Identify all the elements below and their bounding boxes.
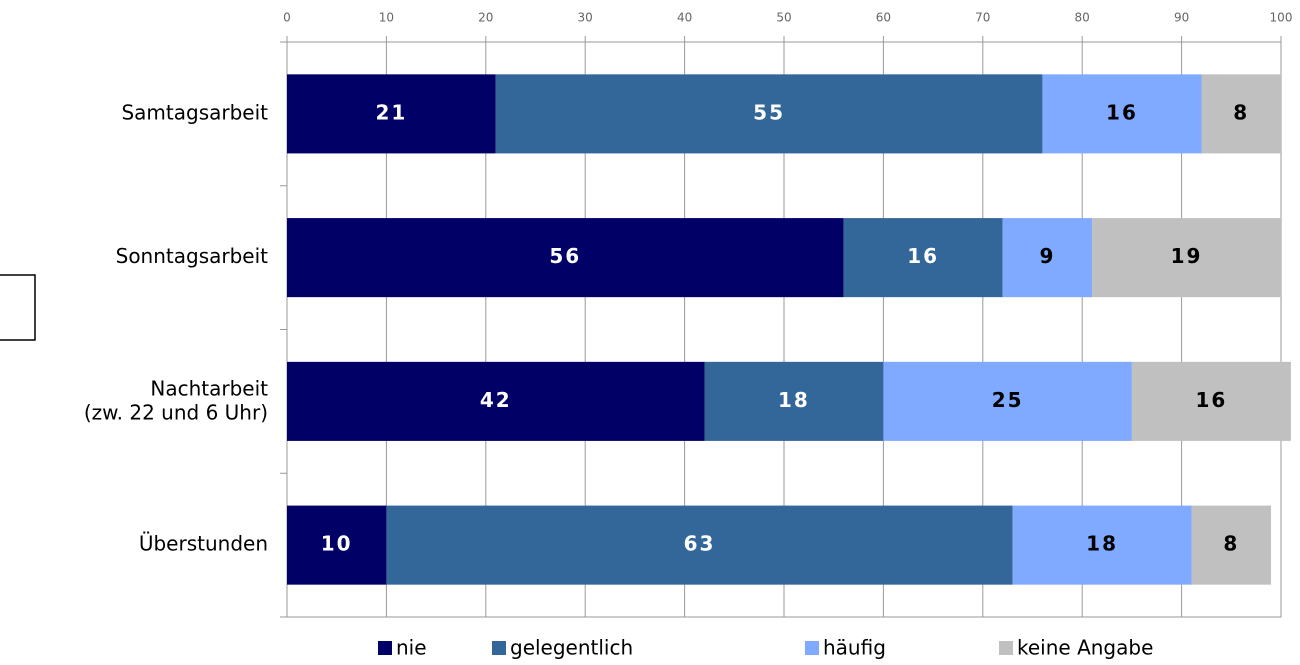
x-tick-label: 30: [578, 11, 593, 25]
data-label: 8: [1233, 100, 1249, 124]
data-label: 63: [684, 532, 716, 556]
data-label: 42: [480, 388, 512, 412]
x-tick-label: 20: [478, 11, 493, 25]
legend-label: gelegentlich: [510, 636, 633, 660]
data-label: 25: [992, 388, 1024, 412]
x-tick-label: 50: [776, 11, 791, 25]
bar-segment: [843, 218, 1003, 298]
bar-segment: [1131, 361, 1291, 441]
legend-label: nie: [396, 636, 427, 660]
legend-swatch: [378, 641, 392, 655]
bar-segment: [1012, 505, 1192, 585]
stray-box: [0, 274, 36, 341]
x-tick-label: 40: [677, 11, 692, 25]
data-label: 18: [778, 388, 810, 412]
x-tick-label: 10: [379, 11, 394, 25]
bar-segment: [1042, 74, 1202, 154]
y-tick-label: Überstunden: [139, 532, 268, 556]
data-label: 21: [375, 100, 407, 124]
legend-swatch: [492, 641, 506, 655]
bar-segment: [287, 361, 705, 441]
data-label: 9: [1039, 244, 1055, 268]
x-tick-label: 70: [975, 11, 990, 25]
data-label: 8: [1223, 532, 1239, 556]
bar-segment: [1092, 218, 1281, 298]
y-tick-label: Sonntagsarbeit: [116, 244, 269, 268]
y-tick-label: Nachtarbeit (zw. 22 und 6 Uhr): [84, 376, 268, 424]
x-tick-label: 90: [1174, 11, 1189, 25]
bar-segment: [287, 218, 844, 298]
x-tick-label: 100: [1270, 11, 1293, 25]
bar-segment: [883, 361, 1132, 441]
bar-segment: [1201, 74, 1281, 154]
x-tick-label: 60: [876, 11, 891, 25]
data-label: 16: [1106, 100, 1138, 124]
x-tick-label: 80: [1075, 11, 1090, 25]
legend-label: keine Angabe: [1017, 636, 1153, 660]
bar-segment: [704, 361, 884, 441]
bar-segment: [495, 74, 1043, 154]
data-label: 10: [321, 532, 353, 556]
data-label: 55: [753, 100, 785, 124]
x-tick-label: 0: [283, 11, 291, 25]
data-label: 16: [907, 244, 939, 268]
data-label: 56: [549, 244, 581, 268]
y-tick-label: Samtagsarbeit: [121, 100, 268, 124]
bar-segment: [1002, 218, 1093, 298]
bar-segment: [386, 505, 1013, 585]
legend-label: häufig: [823, 636, 886, 660]
data-label: 19: [1171, 244, 1203, 268]
legend-swatch: [999, 641, 1013, 655]
data-label: 16: [1195, 388, 1227, 412]
bar-segment: [287, 74, 496, 154]
bar-segment: [1191, 505, 1272, 585]
bar-segment: [287, 505, 387, 585]
legend-swatch: [805, 641, 819, 655]
data-label: 18: [1086, 532, 1118, 556]
